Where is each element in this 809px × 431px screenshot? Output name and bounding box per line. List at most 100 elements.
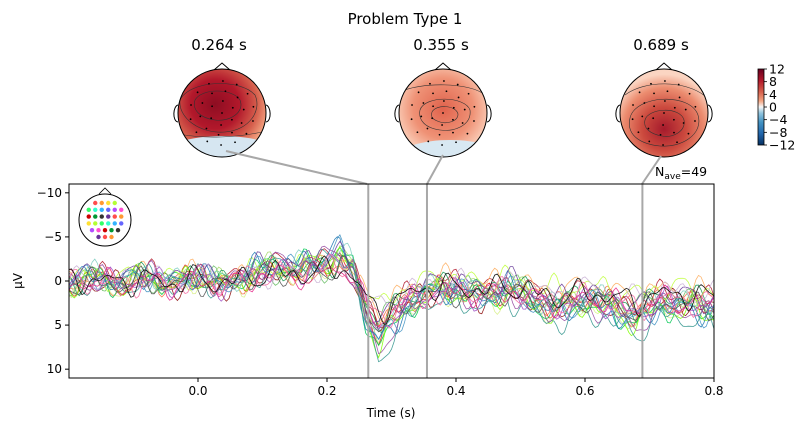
sensor-dot [222, 100, 224, 102]
sensor-dot [211, 105, 213, 108]
sensor-dot [410, 118, 413, 121]
sensor-dot [653, 92, 655, 95]
sensor-dot [673, 131, 675, 134]
connector-line-3 [641, 155, 662, 185]
sensor-dot [220, 124, 222, 126]
sensor-dot [426, 127, 429, 130]
colorbar-tick-label: −4 [769, 112, 787, 127]
sensor-dot [662, 144, 664, 146]
inset-sensor-dot [99, 214, 104, 219]
sensor-dot [673, 118, 675, 121]
inset-sensor-dot [96, 234, 101, 240]
sensor-dot [217, 133, 220, 136]
sensor-dot [663, 112, 665, 114]
sensor-dot [221, 112, 223, 114]
sensor-dot [211, 92, 213, 95]
inset-sensor-dot [99, 200, 104, 206]
sensor-dot [684, 108, 687, 111]
sensor-dot [432, 105, 434, 108]
y-axis-label: μV [11, 272, 25, 289]
sensor-dot [455, 141, 457, 144]
y-tick-label: 5 [54, 318, 62, 332]
nave-subscript: ave [664, 172, 681, 182]
left-ear [173, 104, 179, 123]
sensor-dot [673, 106, 676, 109]
sensor-dot [234, 141, 236, 144]
trace-line-10 [69, 246, 714, 346]
inset-sensor-dot [119, 214, 124, 219]
sensor-dot [648, 140, 651, 143]
inset-sensor-dot [96, 228, 101, 233]
sensor-dot [632, 104, 634, 106]
sensor-dot [432, 92, 434, 95]
nose [655, 62, 673, 71]
sensor-dot [205, 127, 208, 130]
sensor-dot [664, 100, 666, 102]
inset-sensor-dot [106, 221, 111, 226]
inset-sensor-dot [106, 200, 111, 206]
sensor-dot [220, 144, 222, 146]
sensor-dot [231, 118, 233, 121]
trace-line-15 [69, 242, 714, 332]
inset-sensor-dot [119, 207, 124, 212]
x-tick-label: 0.8 [704, 384, 723, 398]
sensor-dot [252, 105, 255, 108]
trace-line-16 [69, 248, 714, 363]
right-ear [707, 104, 713, 123]
right-ear [265, 104, 271, 123]
sensor-dot [694, 120, 696, 122]
sensor-dot [429, 82, 431, 85]
sensor-dot [411, 104, 413, 106]
inset-sensor-dot [102, 234, 108, 240]
y-tick-label: 0 [54, 274, 62, 288]
sensor-dot [235, 83, 238, 86]
sensor-dot [678, 96, 681, 99]
inset-sensor-dot [106, 207, 111, 212]
trace-line-23 [69, 255, 714, 333]
sensor-dot [438, 133, 441, 136]
inset-sensor-dot [109, 228, 114, 233]
left-ear [615, 104, 621, 123]
nave-label: Nave=49 [655, 164, 707, 182]
sensor-dot [457, 96, 460, 99]
butterfly-plot: 0.0 0.2 0.4 0.6 0.8 −10 −5 0 5 10 Time (s) μV [11, 183, 724, 420]
sensor-dot [652, 117, 655, 120]
sensor-dot [682, 122, 685, 124]
sensor-dot [441, 124, 443, 126]
inset-sensor-dot [89, 228, 95, 233]
sensor-dot [416, 131, 419, 134]
figure-title: Problem Type 1 [348, 10, 463, 28]
inset-sensor-dot [86, 207, 91, 212]
inset-sensor-dot [99, 207, 104, 212]
sensor-dot [208, 82, 210, 85]
sensor-dot [417, 91, 420, 94]
sensor-dot [694, 105, 697, 108]
sensor-dot [252, 120, 254, 122]
sensor-dot [452, 131, 454, 134]
sensor-legend-inset [78, 187, 132, 247]
nose [213, 62, 231, 71]
inset-sensor-dot [93, 200, 98, 206]
inset-sensor-dot [86, 214, 91, 219]
sensor-dot [196, 91, 199, 94]
trace-line-22 [69, 253, 714, 329]
sensor-dot [631, 118, 634, 121]
sensor-dot [473, 105, 476, 108]
connector-lines [225, 150, 662, 185]
sensor-dot [463, 108, 466, 111]
sensor-dot [637, 131, 640, 134]
sensor-dot [443, 80, 445, 82]
sensor-dot [240, 122, 243, 124]
topomap-time-label-3: 0.689 s [633, 36, 689, 54]
inset-sensor-dot [109, 234, 114, 240]
connector-line-2 [426, 154, 444, 185]
inset-sensor-dot [119, 221, 124, 226]
sensor-dot [431, 117, 434, 120]
sensor-dot [653, 105, 655, 108]
sensor-dot [452, 106, 455, 109]
inset-sensor-dot [112, 214, 117, 219]
topomap-2 [394, 62, 492, 158]
inset-sensor-dot [115, 228, 121, 233]
inset-sensor-dot [93, 214, 98, 219]
